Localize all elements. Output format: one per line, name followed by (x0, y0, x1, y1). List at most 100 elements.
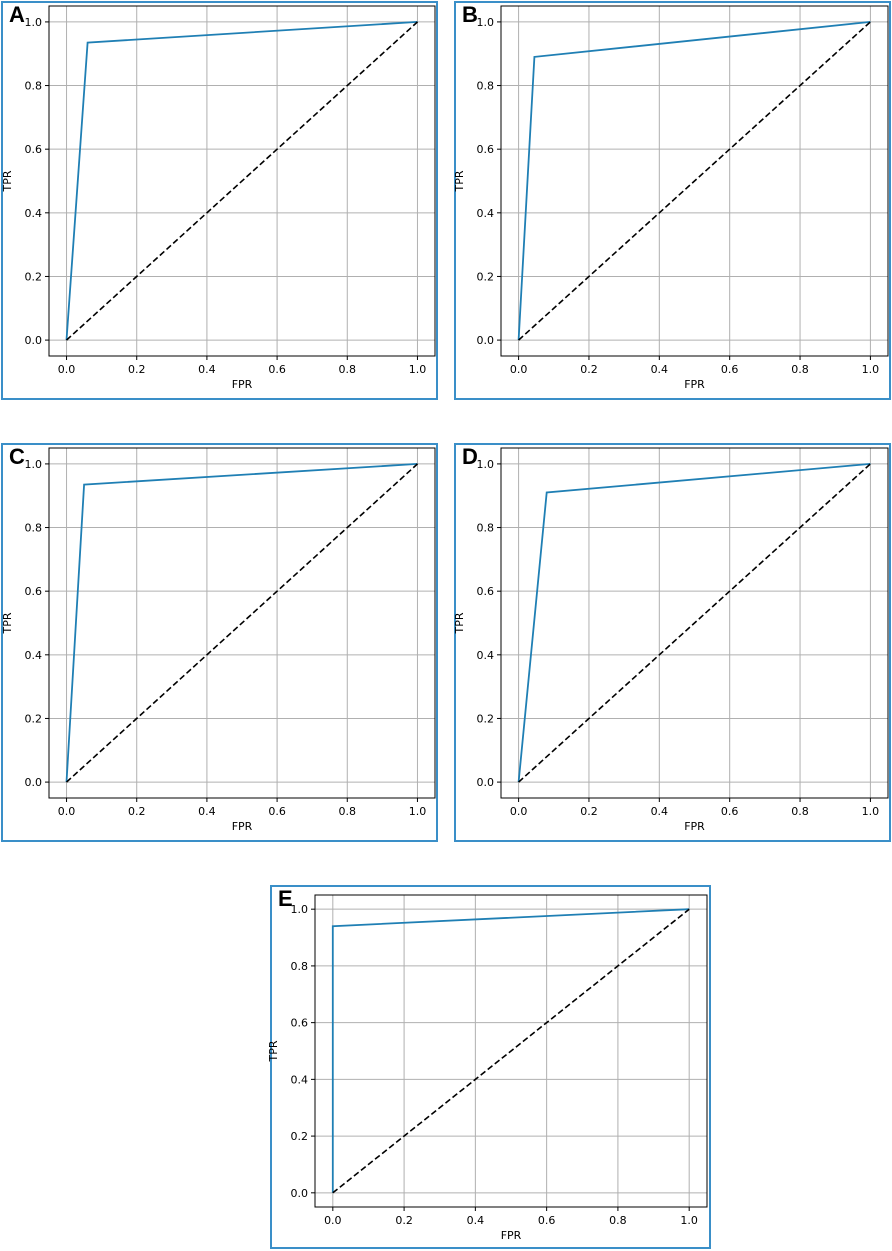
y-tick-label: 0.8 (477, 522, 495, 535)
x-axis-label: FPR (501, 1229, 522, 1242)
panel-b: B 0.0 0.2 0.4 0.6 0.8 1.0 0.0 0.2 0.4 0.6 0.8 1.0 FP… (453, 1, 891, 400)
plot-frame (314, 894, 708, 1208)
y-tick-label: 0.0 (477, 776, 495, 789)
roc-chart-e: 0.0 0.2 0.4 0.6 0.8 1.0 0.0 0.2 0.4 0.6 0.8 1.0 FPR T… (267, 894, 708, 1242)
y-tick-label: 0.0 (25, 776, 43, 789)
y-tick-label: 0.6 (291, 1017, 309, 1030)
y-tick-label: 1.0 (291, 903, 309, 916)
roc-curve-line (65, 463, 418, 783)
y-axis-label: TPR (453, 612, 466, 634)
y-tick-label: 0.0 (291, 1187, 309, 1200)
y-tick-label: 0.2 (25, 270, 43, 283)
roc-curve-line (517, 463, 871, 783)
x-tick-label: 0.0 (510, 363, 527, 376)
panel-d: D 0.0 0.2 0.4 0.6 0.8 1.0 0.0 0.2 0.4 0.6 0.8 1.0 FP… (453, 443, 891, 842)
x-tick-label: 0.8 (791, 363, 809, 376)
plot-frame (48, 447, 436, 799)
y-tick-label: 0.4 (291, 1073, 309, 1086)
chance-diagonal-line (332, 908, 690, 1194)
roc-curve-line (517, 21, 871, 341)
y-tick-label: 0.8 (477, 80, 495, 93)
roc-curve-line (331, 908, 690, 1193)
y-tick-label: 0.2 (477, 712, 495, 725)
y-tick-label: 1.0 (25, 458, 43, 471)
chance-diagonal-line (65, 463, 419, 783)
y-tick-label: 0.6 (25, 585, 43, 598)
roc-chart-b: 0.0 0.2 0.4 0.6 0.8 1.0 0.0 0.2 0.4 0.6 0.8 1.0 FPR T… (453, 5, 889, 391)
panel-b-letter: B (462, 2, 478, 27)
y-axis-label: TPR (453, 170, 466, 192)
x-tick-label: 0.2 (580, 805, 598, 818)
y-tick-label: 1.0 (477, 16, 495, 29)
y-tick-label: 0.8 (25, 80, 43, 93)
panel-d-letter: D (462, 444, 478, 469)
y-tick-label: 0.2 (291, 1130, 309, 1143)
panel-e: E 0.0 0.2 0.4 0.6 0.8 1.0 0.0 0.2 0.4 0.6 0.8 1.0 FP… (267, 885, 711, 1249)
panel-a-letter: A (9, 2, 25, 27)
x-tick-label: 0.0 (58, 363, 76, 376)
x-tick-label: 1.0 (862, 805, 880, 818)
x-tick-label: 0.0 (58, 805, 76, 818)
panel-a: A 0.0 0.2 0.4 0.6 0.8 1.0 0.0 0.2 0.4 0.6 0.8 1.0 FP… (1, 1, 438, 400)
y-axis-label: TPR (1, 612, 14, 634)
x-tick-label: 0.6 (721, 363, 739, 376)
y-tick-label: 0.8 (25, 522, 43, 535)
x-tick-label: 0.6 (721, 805, 739, 818)
y-axis-label: TPR (1, 170, 14, 192)
y-tick-label: 0.6 (477, 585, 495, 598)
x-tick-label: 0.0 (324, 1214, 342, 1227)
y-tick-label: 0.2 (25, 712, 43, 725)
y-tick-label: 0.4 (25, 649, 43, 662)
panel-c-letter: C (9, 444, 25, 469)
x-tick-label: 0.8 (609, 1214, 627, 1227)
y-tick-label: 0.6 (477, 143, 495, 156)
y-tick-label: 0.4 (477, 649, 495, 662)
x-tick-label: 0.2 (128, 805, 146, 818)
y-tick-label: 0.0 (477, 334, 495, 347)
x-tick-label: 0.6 (538, 1214, 556, 1227)
x-tick-label: 0.2 (580, 363, 598, 376)
x-axis-label: FPR (232, 378, 253, 391)
x-tick-label: 0.0 (510, 805, 527, 818)
x-tick-label: 1.0 (409, 805, 427, 818)
x-tick-label: 0.8 (339, 805, 357, 818)
x-tick-label: 0.4 (651, 805, 669, 818)
chance-diagonal-line (518, 463, 871, 783)
x-tick-label: 0.6 (268, 363, 286, 376)
chance-diagonal-line (518, 21, 871, 341)
y-tick-label: 0.4 (477, 207, 495, 220)
x-axis-label: FPR (684, 820, 705, 833)
plot-frame (48, 5, 436, 357)
roc-chart-c: 0.0 0.2 0.4 0.6 0.8 1.0 0.0 0.2 0.4 0.6 0.8 1.0 FPR T… (1, 447, 436, 833)
x-tick-label: 0.6 (268, 805, 286, 818)
roc-curve-line (65, 21, 418, 341)
x-tick-label: 0.4 (198, 363, 216, 376)
panel-c: C 0.0 0.2 0.4 0.6 0.8 1.0 0.0 0.2 0.4 0.6 0.8 1.0 FP… (1, 443, 438, 842)
x-tick-label: 0.4 (198, 805, 216, 818)
plot-frame (500, 447, 889, 799)
chance-diagonal-line (65, 21, 419, 341)
y-tick-label: 0.6 (25, 143, 43, 156)
y-axis-label: TPR (267, 1040, 280, 1062)
x-tick-label: 1.0 (680, 1214, 698, 1227)
roc-chart-d: 0.0 0.2 0.4 0.6 0.8 1.0 0.0 0.2 0.4 0.6 0.8 1.0 FPR T… (453, 447, 889, 833)
x-tick-label: 0.2 (128, 363, 146, 376)
x-axis-label: FPR (684, 378, 705, 391)
plot-frame (500, 5, 889, 357)
roc-chart-a: 0.0 0.2 0.4 0.6 0.8 1.0 0.0 0.2 0.4 0.6 0.8 1.0 FPR T… (1, 5, 436, 391)
x-axis-label: FPR (232, 820, 253, 833)
x-tick-label: 0.4 (651, 363, 669, 376)
x-tick-label: 0.4 (467, 1214, 485, 1227)
x-tick-label: 1.0 (862, 363, 880, 376)
x-tick-label: 1.0 (409, 363, 427, 376)
y-tick-label: 0.8 (291, 960, 309, 973)
x-tick-label: 0.8 (339, 363, 357, 376)
y-tick-label: 0.4 (25, 207, 43, 220)
y-tick-label: 1.0 (477, 458, 495, 471)
y-tick-label: 0.2 (477, 270, 495, 283)
y-tick-label: 0.0 (25, 334, 43, 347)
x-tick-label: 0.2 (395, 1214, 413, 1227)
panel-e-letter: E (278, 886, 293, 911)
y-tick-label: 1.0 (25, 16, 43, 29)
x-tick-label: 0.8 (791, 805, 809, 818)
